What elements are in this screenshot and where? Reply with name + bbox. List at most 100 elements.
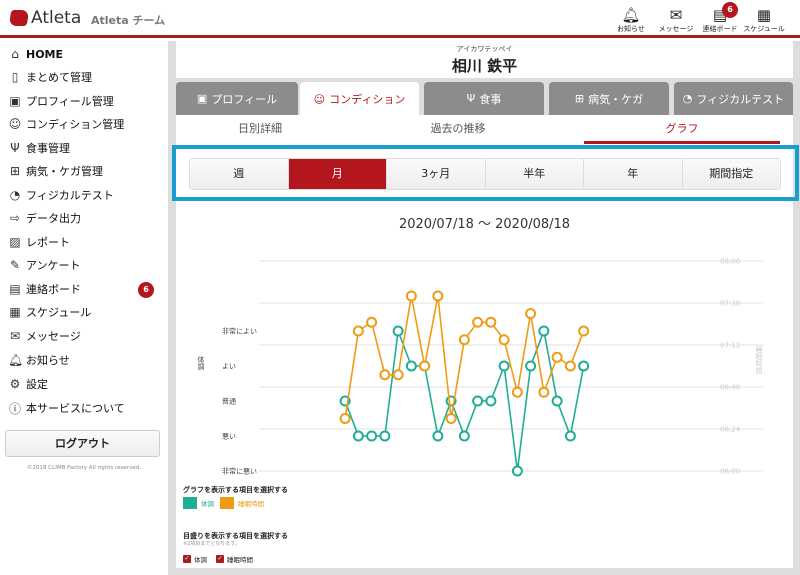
label: フィジカルテスト — [696, 92, 785, 106]
graph-items-title: グラフを表示する項目を選択する — [183, 486, 288, 494]
subtab-graph[interactable]: グラフ — [665, 122, 699, 135]
athlete-kana: アイカワテッペイ — [456, 45, 513, 53]
label: スケジュール — [743, 25, 785, 33]
sidebar-item-summary[interactable]: ▯ まとめて管理 — [8, 67, 92, 87]
logo[interactable]: Atleta — [8, 8, 81, 28]
data-point — [578, 360, 590, 372]
label: 食事 — [479, 92, 502, 106]
data-point — [538, 325, 550, 337]
y-axis-label-right: 睡眠時間 — [755, 346, 763, 374]
sidebar-item-board[interactable]: ▤ 連絡ボード — [8, 279, 81, 299]
tab-meals[interactable]: Ψ 食事 — [424, 82, 544, 115]
period-custom[interactable]: 期間指定 — [682, 159, 780, 189]
data-point — [485, 316, 497, 328]
sidebar-item-survey[interactable]: ✎ アンケート — [8, 255, 81, 275]
label: プロフィール管理 — [26, 95, 114, 108]
sidebar-item-injury[interactable]: ⊞ 病気・ケガ管理 — [8, 161, 103, 181]
header-messages-button[interactable]: ✉ メッセージ — [654, 6, 698, 34]
data-point — [485, 395, 497, 407]
data-point — [392, 369, 404, 381]
label: スケジュール — [26, 306, 92, 319]
left-tick-label: 悪い — [222, 433, 236, 441]
data-point — [379, 430, 391, 442]
tab-condition[interactable]: ☺ コンディション — [300, 82, 419, 116]
data-point — [352, 325, 364, 337]
label: 病気・ケガ管理 — [26, 165, 103, 178]
period-year[interactable]: 年 — [584, 159, 683, 189]
data-point — [511, 386, 523, 398]
gear-icon: ⚙ — [9, 377, 21, 391]
sidebar-item-notifications[interactable]: 🔔︎ お知らせ — [8, 350, 70, 370]
copyright: ©2018 CLIMB Factory All rights reserved. — [27, 465, 141, 471]
checkmark-icon: ✓ — [216, 555, 224, 563]
data-point — [458, 334, 470, 346]
label: コンディション — [329, 93, 406, 106]
right-tick-label: 06:00 — [720, 468, 740, 476]
tab-physical-test[interactable]: ◔ フィジカルテスト — [674, 82, 793, 115]
data-point — [352, 430, 364, 442]
right-tick-label: 06:24 — [720, 426, 741, 434]
data-point — [405, 360, 417, 372]
export-icon: ⇨ — [9, 211, 21, 225]
gauge-icon: ◔ — [9, 188, 21, 202]
subtab-daily[interactable]: 日別詳細 — [238, 122, 282, 135]
envelope-icon: ✉ — [9, 329, 21, 343]
period-month[interactable]: 月 — [288, 159, 387, 189]
tab-profile[interactable]: ▣ プロフィール — [176, 82, 298, 115]
smile-icon: ☺ — [313, 92, 326, 106]
info-icon: ⓘ — [8, 401, 21, 416]
left-tick-label: 非常によい — [222, 327, 257, 336]
subtab-active-indicator — [584, 141, 780, 144]
sidebar-item-messages[interactable]: ✉ メッセージ — [8, 326, 81, 346]
data-point — [525, 308, 537, 319]
data-point — [472, 316, 484, 328]
tab-injury[interactable]: ⊞ 病気・ケガ — [549, 82, 669, 115]
period-week[interactable]: 週 — [190, 159, 289, 189]
legend-item-sleep[interactable]: 睡眠時間 — [220, 497, 264, 509]
label: プロフィール — [211, 92, 278, 106]
scale-checkbox-sleep[interactable]: ✓ 睡眠時間 — [216, 554, 253, 564]
bell-icon: 🔔︎ — [621, 6, 641, 24]
sidebar-item-profile[interactable]: ▣ プロフィール管理 — [8, 91, 114, 111]
logout-button[interactable]: ログアウト — [5, 430, 160, 457]
scale-checkbox-condition[interactable]: ✓ 体調 — [183, 554, 207, 564]
sidebar-board-badge: 6 — [138, 282, 154, 298]
board-badge: 6 — [722, 2, 738, 18]
period-3months[interactable]: 3ヶ月 — [387, 159, 486, 189]
document-icon: ▯ — [11, 70, 19, 84]
header-schedule-button[interactable]: ▦ スケジュール — [742, 6, 786, 34]
left-tick-label: 普通 — [222, 397, 236, 406]
label: コンディション管理 — [26, 118, 125, 131]
data-point — [525, 360, 537, 372]
sidebar-item-home[interactable]: ⌂ HOME — [8, 44, 63, 64]
label: お知らせ — [26, 354, 70, 367]
sidebar-item-meals[interactable]: Ψ 食事管理 — [8, 138, 70, 158]
data-point — [578, 325, 590, 337]
label: メッセージ — [658, 25, 694, 33]
sidebar-item-physical-test[interactable]: ◔ フィジカルテスト — [8, 185, 114, 205]
y-axis-label-left: 体調 — [197, 356, 205, 370]
data-point — [564, 430, 576, 442]
top-bar: Atleta Atleta チーム 🔔︎ お知らせ ✉ メッセージ ▤ 連絡ボード 6… — [0, 0, 800, 38]
sidebar-item-settings[interactable]: ⚙ 設定 — [8, 374, 48, 394]
left-tick-label: よい — [222, 363, 236, 371]
clipboard-icon: ✎ — [9, 258, 21, 272]
report-icon: ▨ — [9, 235, 21, 249]
sidebar-item-schedule[interactable]: ▦ スケジュール — [8, 302, 91, 322]
gauge-icon: ◔ — [682, 92, 693, 105]
header-notifications-button[interactable]: 🔔︎ お知らせ — [609, 6, 653, 34]
sidebar-item-export[interactable]: ⇨ データ出力 — [8, 208, 81, 228]
label: データ出力 — [26, 212, 81, 225]
sidebar-item-about[interactable]: ⓘ 本サービスについて — [8, 398, 125, 418]
sidebar-item-condition[interactable]: ☺ コンディション管理 — [8, 114, 125, 134]
label: 食事管理 — [26, 142, 70, 155]
subtab-history[interactable]: 過去の推移 — [430, 122, 486, 135]
data-point — [538, 386, 550, 398]
series-line-sleep — [344, 295, 585, 419]
period-half-year[interactable]: 半年 — [485, 159, 584, 189]
label: 体調 — [194, 556, 207, 564]
scrollbar-track[interactable] — [793, 41, 800, 575]
legend-item-condition[interactable]: 体調 — [183, 497, 214, 509]
sidebar-item-report[interactable]: ▨ レポート — [8, 232, 70, 252]
